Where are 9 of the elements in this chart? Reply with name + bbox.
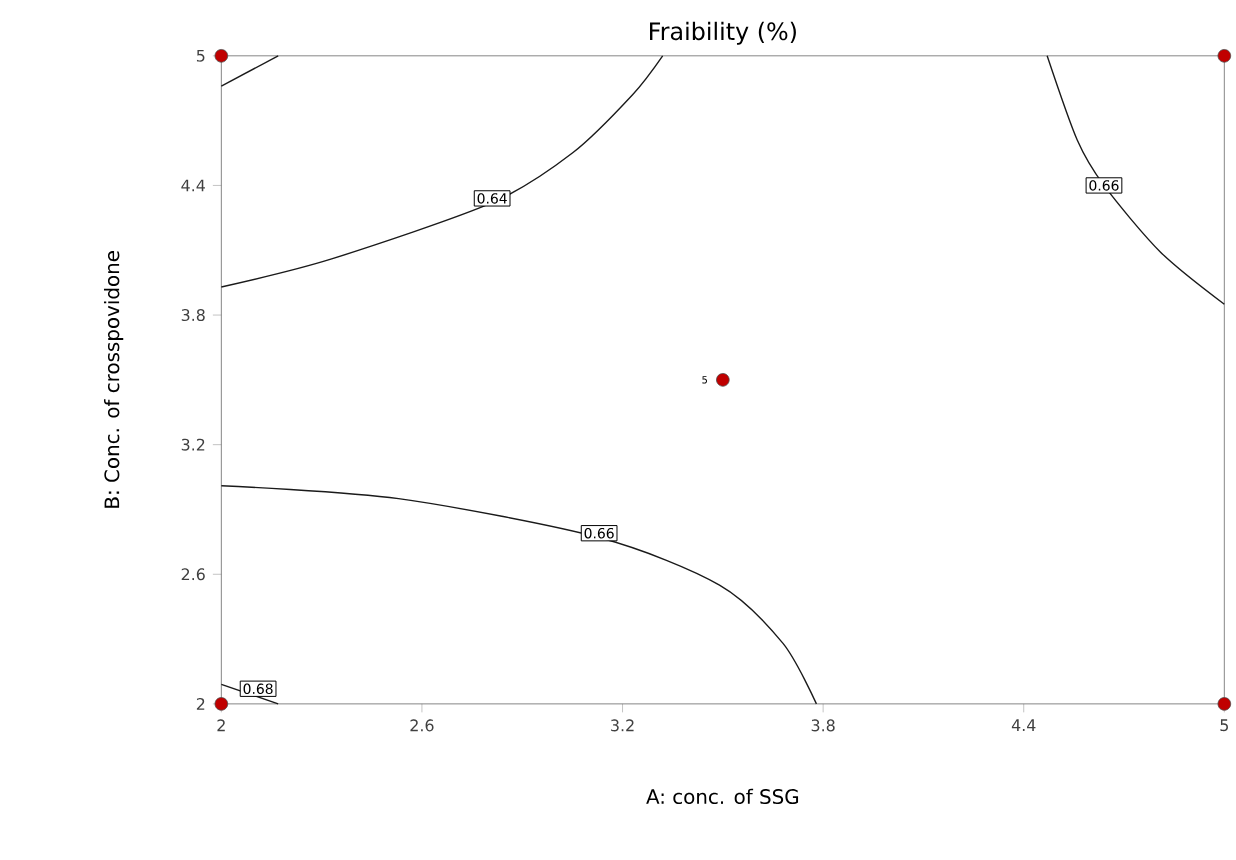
line-series (220, 485, 818, 705)
y-axis-title: B: Conc. of crosspovidone (103, 251, 124, 508)
chart-title: Fraibility (%) (650, 22, 796, 46)
point (716, 373, 730, 387)
point (214, 49, 229, 63)
line-series (1046, 55, 1226, 306)
x-axis-title: A: conc. of SSG (646, 789, 799, 805)
line-series (220, 55, 664, 288)
point (214, 697, 229, 711)
